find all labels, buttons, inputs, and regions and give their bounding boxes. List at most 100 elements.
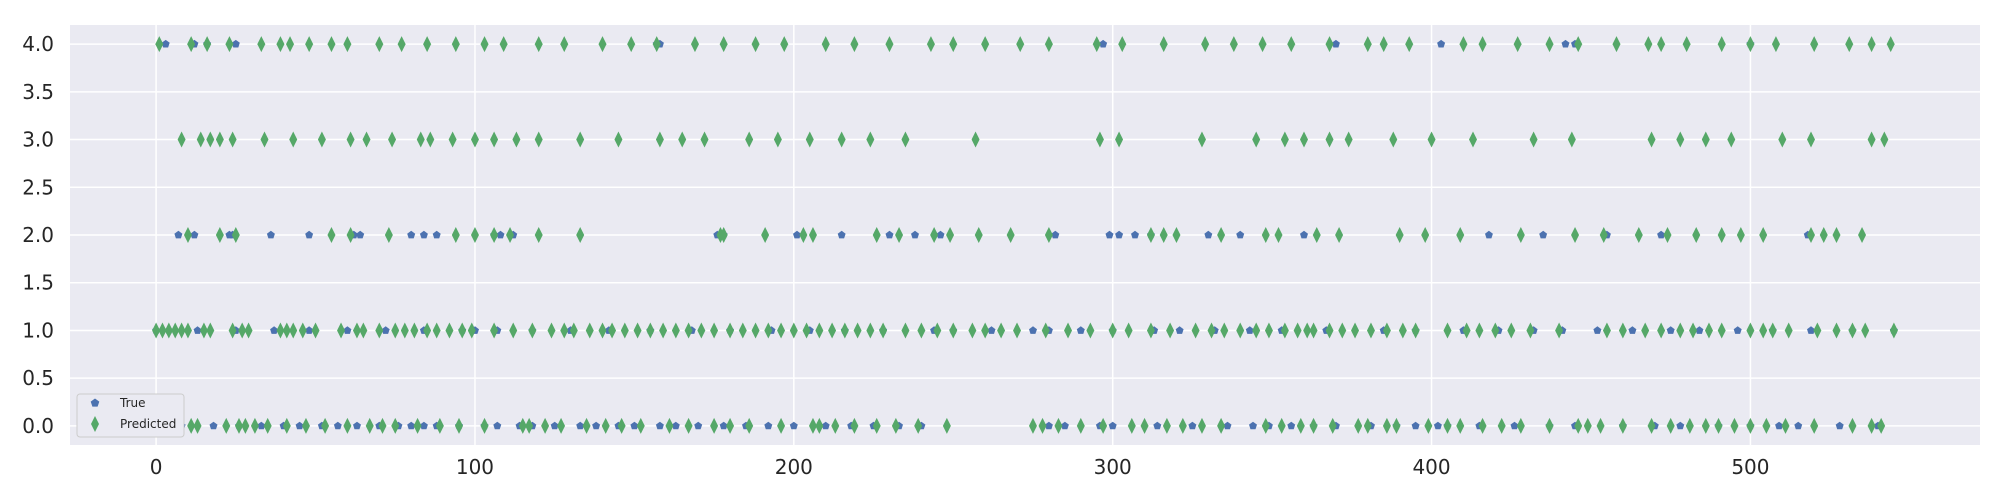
predicted-point [914, 417, 923, 434]
predicted-point [1328, 417, 1337, 434]
predicted-point [655, 131, 664, 148]
predicted-point [337, 322, 346, 339]
predicted-point [1108, 322, 1117, 339]
predicted-point [1730, 417, 1739, 434]
predicted-point [1746, 322, 1755, 339]
predicted-point [199, 322, 208, 339]
true-point [161, 39, 170, 48]
y-tick-label: 4.0 [22, 32, 54, 56]
predicted-point [1717, 322, 1726, 339]
true-point [1628, 326, 1637, 334]
predicted-point [391, 417, 400, 434]
true-point [257, 421, 266, 430]
predicted-point [981, 36, 990, 53]
predicted-point [534, 131, 543, 148]
predicted-point [866, 322, 875, 339]
predicted-point [831, 417, 840, 434]
predicted-point [665, 417, 674, 434]
predicted-point [346, 227, 355, 243]
predicted-point [301, 417, 310, 434]
predicted-point [1810, 417, 1819, 434]
predicted-point [719, 36, 728, 53]
predicted-point [490, 131, 499, 148]
predicted-point [1663, 227, 1672, 243]
predicted-point [585, 322, 594, 339]
predicted-point [423, 322, 432, 339]
predicted-point [1392, 417, 1401, 434]
predicted-point [1099, 417, 1108, 434]
true-point [1331, 39, 1340, 48]
predicted-point [1162, 417, 1171, 434]
predicted-point [997, 322, 1006, 339]
predicted-point [282, 322, 291, 339]
predicted-point [1762, 417, 1771, 434]
true-point [1131, 230, 1139, 239]
predicted-point [1335, 227, 1344, 243]
predicted-point [726, 417, 735, 434]
true-point [1657, 230, 1666, 239]
y-tick-label: 0.0 [22, 414, 54, 438]
predicted-point [745, 131, 754, 148]
predicted-point [879, 322, 888, 339]
predicted-point [171, 322, 180, 339]
predicted-point [1574, 36, 1583, 53]
y-tick-label: 3.5 [22, 80, 54, 104]
legend-label-true: True [119, 396, 146, 410]
predicted-point [949, 36, 958, 53]
predicted-point [1309, 417, 1318, 434]
predicted-point [1264, 322, 1273, 339]
predicted-point [1701, 131, 1710, 148]
predicted-point [1867, 417, 1876, 434]
predicted-point [1666, 417, 1675, 434]
predicted-point [1178, 417, 1187, 434]
predicted-point [1657, 36, 1666, 53]
true-point [419, 421, 428, 430]
predicted-point [1889, 322, 1898, 339]
predicted-point [850, 417, 859, 434]
predicted-point [1701, 417, 1710, 434]
predicted-point [1475, 322, 1484, 339]
predicted-point [534, 36, 543, 53]
predicted-point [620, 322, 629, 339]
predicted-point [1845, 36, 1854, 53]
true-point [936, 230, 945, 239]
predicted-point [1886, 36, 1895, 53]
predicted-point [1127, 417, 1136, 434]
true-point [576, 421, 585, 430]
predicted-point [1529, 131, 1538, 148]
predicted-point [1692, 227, 1701, 243]
true-point [305, 326, 314, 334]
predicted-point [1041, 322, 1050, 339]
true-point [1485, 230, 1493, 239]
predicted-point [289, 322, 298, 339]
predicted-point [636, 417, 645, 434]
x-axis-ticks: 0 100 200 300 400 500 [150, 455, 1770, 479]
predicted-point [451, 227, 460, 243]
true-point [305, 230, 314, 239]
predicted-point [164, 322, 173, 339]
predicted-point [317, 131, 326, 148]
predicted-point [946, 227, 955, 243]
predicted-point [840, 322, 849, 339]
predicted-point [777, 322, 786, 339]
predicted-point [627, 36, 636, 53]
predicted-point [1229, 36, 1238, 53]
predicted-point [1363, 36, 1372, 53]
predicted-point [1478, 36, 1487, 53]
predicted-point [1443, 417, 1452, 434]
predicted-point [1704, 322, 1713, 339]
predicted-point [761, 227, 770, 243]
predicted-point [391, 322, 400, 339]
predicted-point [215, 227, 224, 243]
true-point [592, 421, 601, 430]
predicted-point [949, 322, 958, 339]
predicted-point [445, 322, 454, 339]
predicted-point [1382, 417, 1391, 434]
predicted-point [410, 322, 419, 339]
predicted-point [1599, 227, 1608, 243]
predicted-point [1545, 36, 1554, 53]
true-point [270, 326, 279, 334]
predicted-point [1044, 227, 1053, 243]
predicted-point [926, 36, 935, 53]
true-point [1223, 421, 1232, 430]
